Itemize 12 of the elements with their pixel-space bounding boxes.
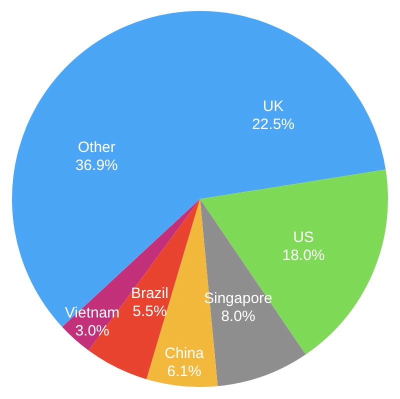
slice-label: China: [164, 344, 205, 362]
data-label: 22.5%: [252, 116, 295, 134]
slice-label: Other: [78, 138, 116, 156]
slice-label: US: [293, 228, 314, 246]
data-label: 5.5%: [132, 302, 167, 320]
slice-label: UK: [262, 98, 284, 116]
data-label: 3.0%: [75, 322, 110, 340]
data-label: 6.1%: [167, 362, 202, 380]
data-label: 36.9%: [75, 156, 118, 174]
data-label: 18.0%: [282, 246, 325, 264]
slice-label: Brazil: [130, 284, 168, 302]
data-label: 8.0%: [221, 308, 256, 326]
